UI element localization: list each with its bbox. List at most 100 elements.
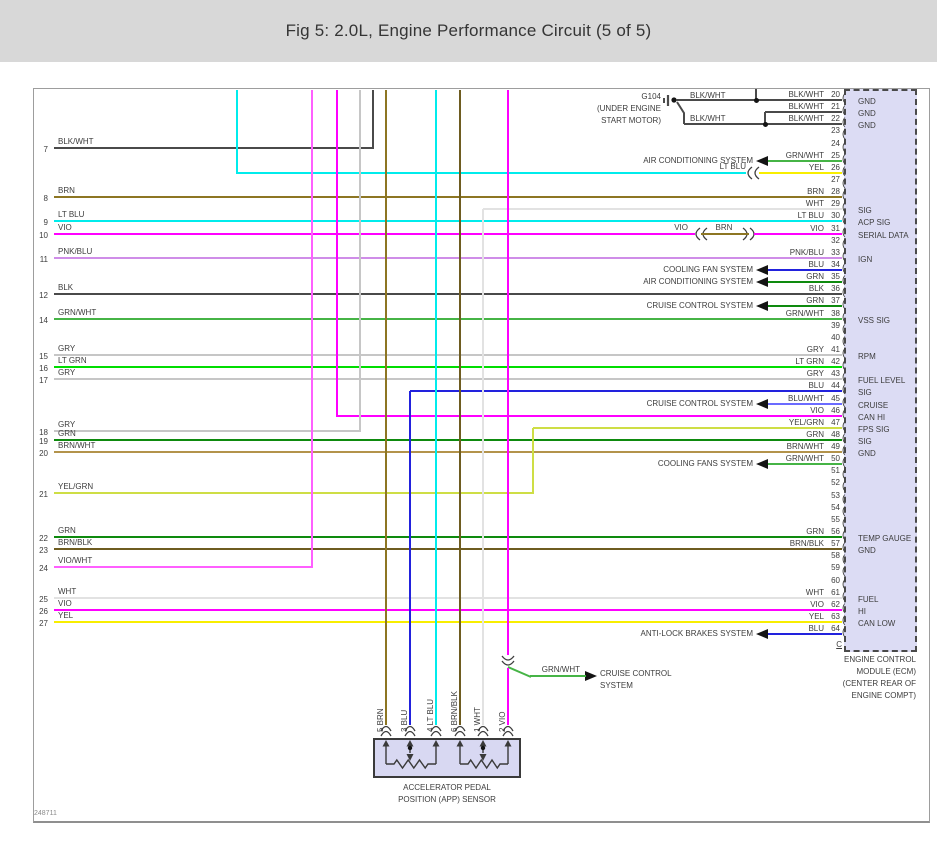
wire-h-BLUWHT xyxy=(768,403,842,405)
ecm-pin-socket: ( xyxy=(842,566,846,577)
ecm-pin-function-label: SERIAL DATA xyxy=(858,231,909,240)
ecm-pin-function-label: IGN xyxy=(858,255,873,264)
ecm-pin-wire-color: GRN/WHT xyxy=(785,309,824,318)
left-wire-color-label: GRN xyxy=(58,429,76,438)
ecm-pin-socket: ( xyxy=(842,190,846,201)
system-callout-label: COOLING FANS SYSTEM xyxy=(657,459,753,468)
wire-v-WHT xyxy=(482,209,484,725)
left-wire-number: 12 xyxy=(39,291,48,300)
ecm-pin-socket: ( xyxy=(842,506,846,517)
wire-h-YELGRN xyxy=(54,492,534,494)
wire-h-VIO xyxy=(54,233,695,235)
ecm-caption-line1: ENGINE CONTROL xyxy=(843,655,916,664)
ecm-pin-number: 30 xyxy=(831,211,840,220)
ecm-pin-socket: ( xyxy=(842,591,846,602)
ecm-pin-socket: ( xyxy=(842,142,846,153)
wire-h-GRY xyxy=(54,430,361,432)
ecm-pin-number: 34 xyxy=(831,260,840,269)
ecm-pin-socket: ( xyxy=(842,287,846,298)
ecm-pin-wire-color: BLK/WHT xyxy=(788,90,824,99)
wire-h-VIO xyxy=(54,609,842,611)
wire-v-VIO xyxy=(507,90,509,655)
ground-id-label: G104 xyxy=(641,92,661,101)
left-wire-color-label: LT GRN xyxy=(58,356,87,365)
ecm-pin-number: 58 xyxy=(831,551,840,560)
left-wire-number: 10 xyxy=(39,231,48,240)
wire-v-BLU xyxy=(409,391,411,725)
system-callout-label: CRUISE CONTROL SYSTEM xyxy=(646,301,753,310)
ecm-pin-wire-color: VIO xyxy=(810,600,824,609)
pin26-connector-label: LT BLU xyxy=(719,162,746,171)
diagram-frame xyxy=(33,88,930,823)
wire-h-LTBLU xyxy=(54,220,842,222)
left-wire-color-label: BRN/WHT xyxy=(58,441,96,450)
ecm-connector-id: C xyxy=(836,640,842,649)
ecm-pin-socket: ( xyxy=(842,178,846,189)
ecm-pin-wire-color: PNK/BLU xyxy=(789,248,824,257)
ecm-pin-wire-color: GRY xyxy=(806,369,824,378)
ecm-pin-function-label: GND xyxy=(858,121,876,130)
ecm-pin-socket: ( xyxy=(842,214,846,225)
ecm-pin-socket: ( xyxy=(842,518,846,529)
figure-title: Fig 5: 2.0L, Engine Performance Circuit … xyxy=(285,21,652,40)
ecm-pin-wire-color: BRN/WHT xyxy=(786,442,824,451)
ecm-pin-number: 32 xyxy=(831,236,840,245)
ecm-pin-socket: ( xyxy=(842,324,846,335)
title-bar: Fig 5: 2.0L, Engine Performance Circuit … xyxy=(0,0,937,62)
wire-v-VIO xyxy=(507,668,509,725)
ecm-pin-socket: ( xyxy=(842,554,846,565)
left-wire-color-label: BLK xyxy=(58,283,74,292)
wire-h-VIO xyxy=(337,415,842,417)
left-wire-number: 15 xyxy=(39,352,48,361)
ecm-pin-function-label: CRUISE xyxy=(858,401,889,410)
ecm-pin-wire-color: BLU xyxy=(808,260,824,269)
left-wire-color-label: YEL/GRN xyxy=(58,482,94,491)
ecm-pin-number: 59 xyxy=(831,563,840,572)
ecm-pin-number: 47 xyxy=(831,418,840,427)
left-wire-color-label: LT BLU xyxy=(58,210,85,219)
wire-v-YELGRN xyxy=(532,428,534,494)
app-pin-label: 2 VIO xyxy=(498,711,507,732)
left-wire-number: 19 xyxy=(39,437,48,446)
ecm-pin-socket: ( xyxy=(842,542,846,553)
ecm-pin-number: 43 xyxy=(831,369,840,378)
wire-h-GRN xyxy=(768,305,842,307)
ecm-pin-number: 29 xyxy=(831,199,840,208)
left-wire-color-label: VIO/WHT xyxy=(58,556,93,565)
left-wire-number: 8 xyxy=(43,194,48,203)
junction-dot xyxy=(762,121,768,127)
ecm-pin-socket: ( xyxy=(842,117,846,128)
ecm-pin-function-label: GND xyxy=(858,97,876,106)
ecm-pin-number: 53 xyxy=(831,491,840,500)
ecm-pin-number: 23 xyxy=(831,126,840,135)
footer-figure-code: 248711 xyxy=(34,810,57,817)
wire-h-YEL xyxy=(54,621,842,623)
left-wire-number: 7 xyxy=(43,145,48,154)
left-wire-color-label: BLK/WHT xyxy=(58,137,94,146)
left-wire-color-label: YEL xyxy=(58,611,74,620)
left-wire-color-label: PNK/BLU xyxy=(58,247,93,256)
ecm-pin-number: 41 xyxy=(831,345,840,354)
callout-arrow-left-icon xyxy=(756,156,768,166)
ecm-pin-number: 49 xyxy=(831,442,840,451)
ecm-pin-number: 35 xyxy=(831,272,840,281)
ecm-pin-wire-color: LT GRN xyxy=(795,357,824,366)
wire-h-BLK xyxy=(54,293,842,295)
ecm-pin-socket: ( xyxy=(842,445,846,456)
callout-arrow-left-icon xyxy=(756,459,768,469)
callout-arrow-left-icon xyxy=(756,265,768,275)
wire-h-VIOWHT xyxy=(54,566,313,568)
ecm-pin-number: 55 xyxy=(831,515,840,524)
ecm-pin-wire-color: VIO xyxy=(810,224,824,233)
ecm-pin-socket: ( xyxy=(842,299,846,310)
ecm-pin-number: 25 xyxy=(831,151,840,160)
ecm-pin-wire-color: BRN xyxy=(807,187,824,196)
ecm-connector-box xyxy=(844,89,917,652)
ecm-pin-function-label: TEMP GAUGE xyxy=(858,534,912,543)
junction-dot xyxy=(753,97,759,103)
ecm-pin-wire-color: GRN xyxy=(806,430,824,439)
ecm-pin-socket: ( xyxy=(842,384,846,395)
left-wire-number: 23 xyxy=(39,546,48,555)
ecm-pin-socket: ( xyxy=(842,360,846,371)
left-wire-number: 20 xyxy=(39,449,48,458)
